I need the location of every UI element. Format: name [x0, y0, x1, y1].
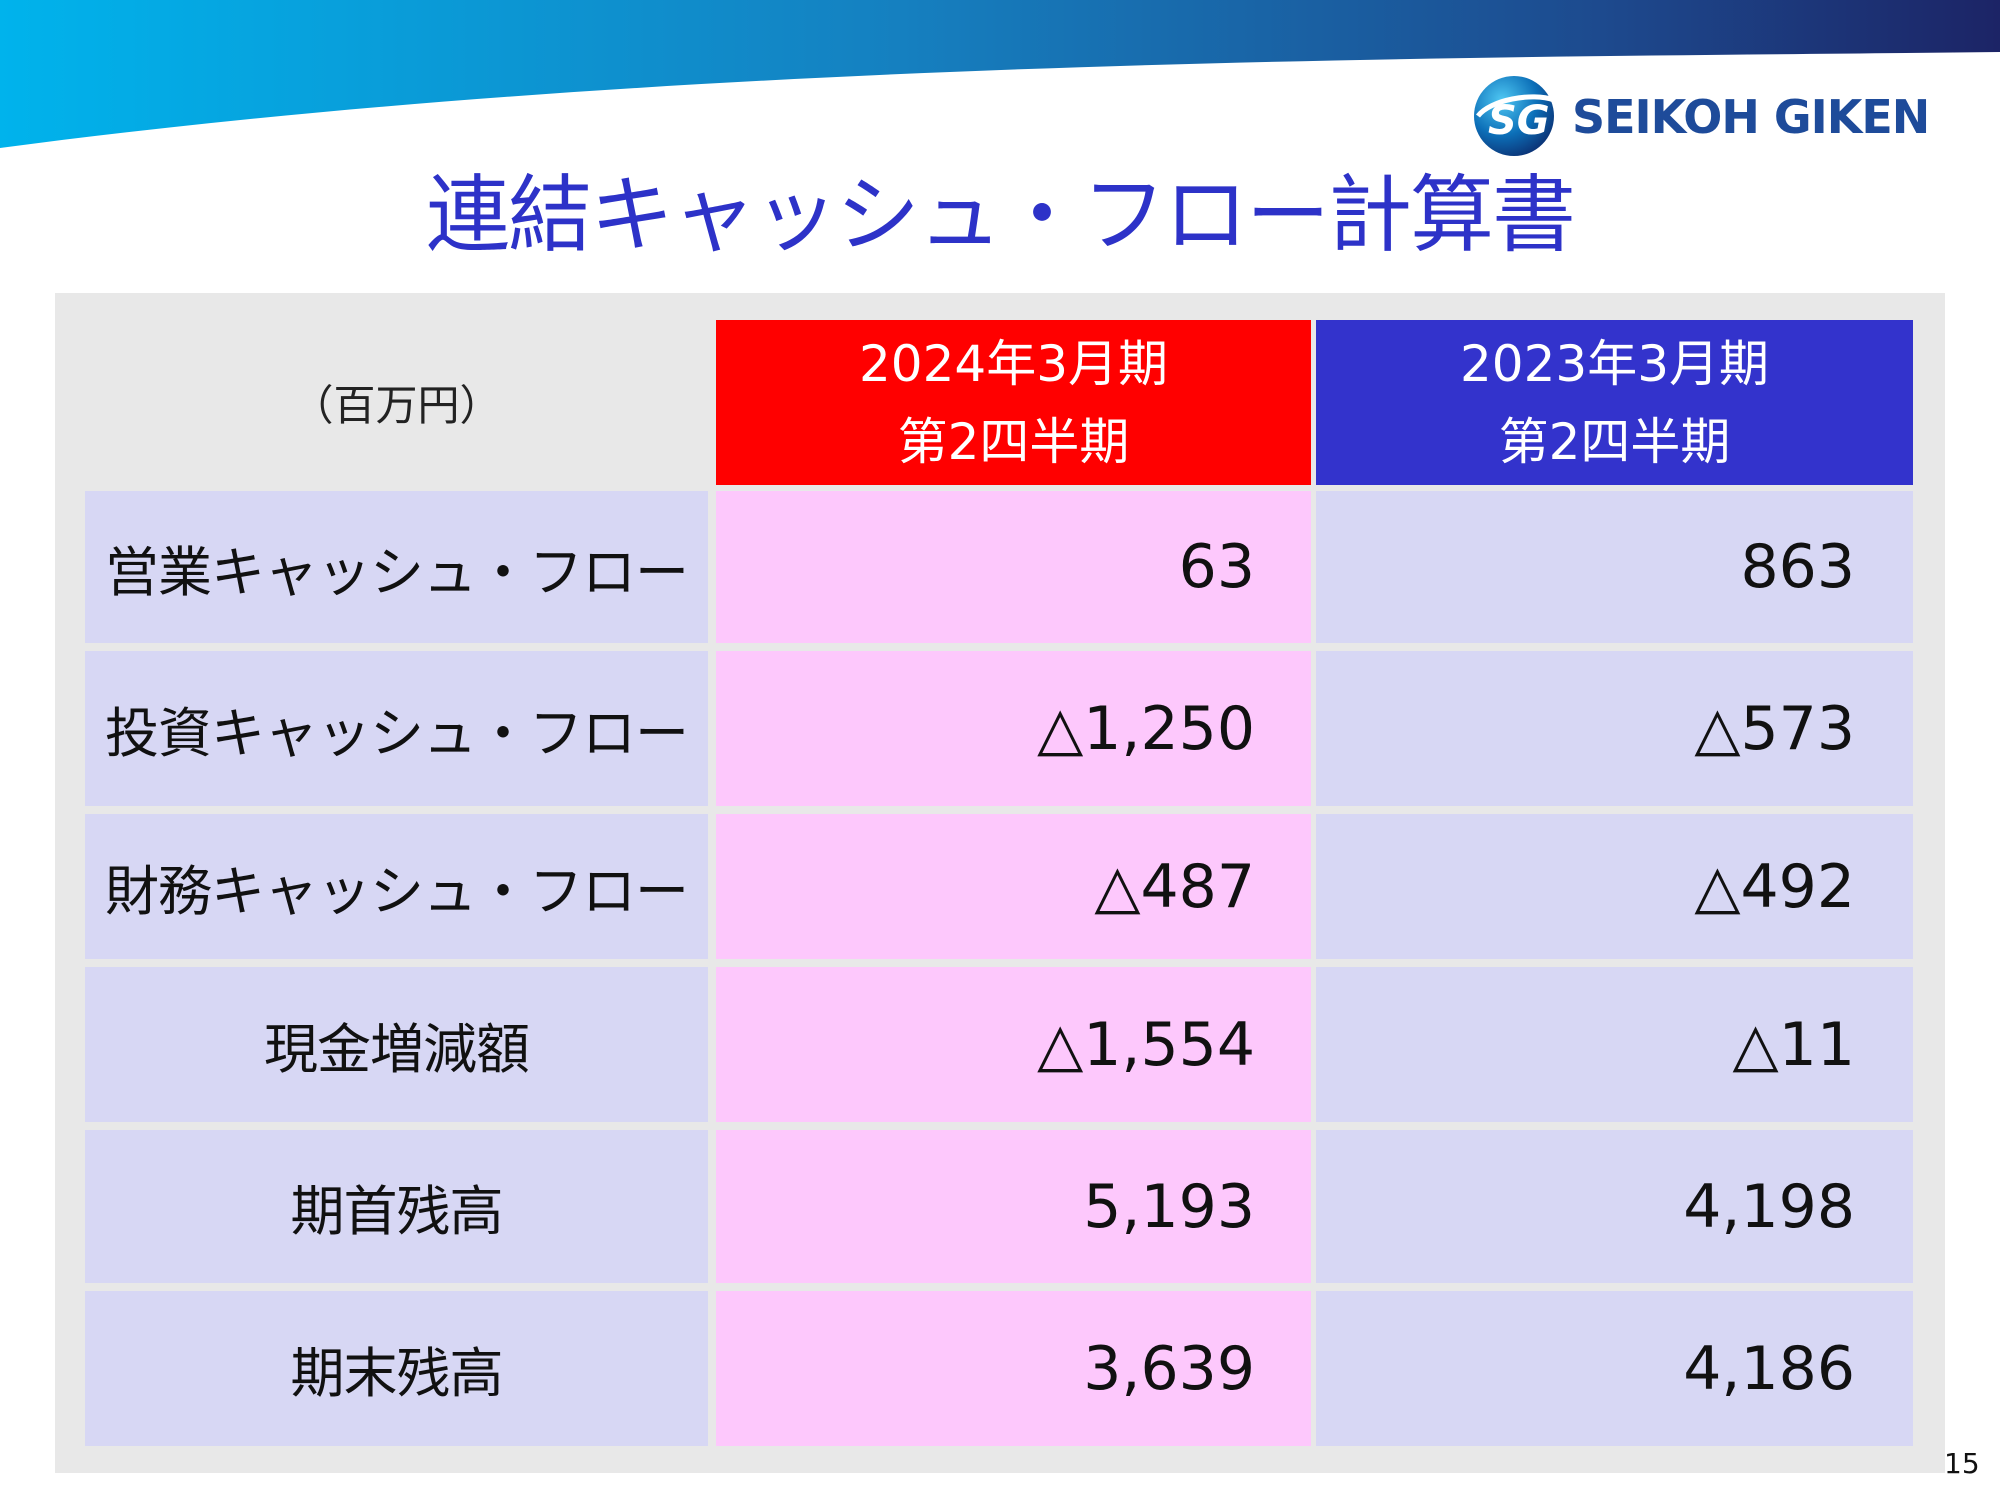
header-band — [0, 0, 2000, 148]
row-value-previous: △11 — [1316, 967, 1913, 1122]
row-label: 期首残高 — [85, 1130, 708, 1283]
unit-label: （百万円） — [291, 381, 502, 430]
row-value-previous: △492 — [1316, 814, 1913, 959]
row-value-current: 63 — [716, 491, 1311, 643]
column-header-previous: 2023年3月期 第2四半期 — [1316, 320, 1913, 485]
row-value-current: △487 — [716, 814, 1311, 959]
column-header-current: 2024年3月期 第2四半期 — [716, 320, 1311, 485]
row-label: 期末残高 — [85, 1291, 708, 1446]
page-number: 15 — [1944, 1447, 1980, 1480]
row-label: 営業キャッシュ・フロー — [85, 491, 708, 643]
row-value-current: △1,554 — [716, 967, 1311, 1122]
page-title: 連結キャッシュ・フロー計算書 — [425, 166, 1576, 264]
company-logo: SG SEIKOH GIKEN — [1470, 70, 1970, 170]
logo-text: SEIKOH GIKEN — [1572, 90, 1930, 144]
row-value-previous: 863 — [1316, 491, 1913, 643]
row-label: 財務キャッシュ・フロー — [85, 814, 708, 959]
row-value-previous: 4,186 — [1316, 1291, 1913, 1446]
logo-mark-icon: SG — [1474, 76, 1555, 156]
column-header-previous-line1: 2023年3月期 — [1459, 334, 1770, 393]
row-value-previous: △573 — [1316, 651, 1913, 806]
row-label: 投資キャッシュ・フロー — [85, 651, 708, 806]
column-header-previous-line2: 第2四半期 — [1498, 412, 1731, 471]
row-value-current: 5,193 — [716, 1130, 1311, 1283]
row-value-current: 3,639 — [716, 1291, 1311, 1446]
row-value-previous: 4,198 — [1316, 1130, 1913, 1283]
row-label: 現金増減額 — [85, 967, 708, 1122]
logo-mark-text: SG — [1488, 98, 1550, 144]
row-value-current: △1,250 — [716, 651, 1311, 806]
column-header-current-line2: 第2四半期 — [897, 412, 1130, 471]
column-header-current-line1: 2024年3月期 — [858, 334, 1169, 393]
